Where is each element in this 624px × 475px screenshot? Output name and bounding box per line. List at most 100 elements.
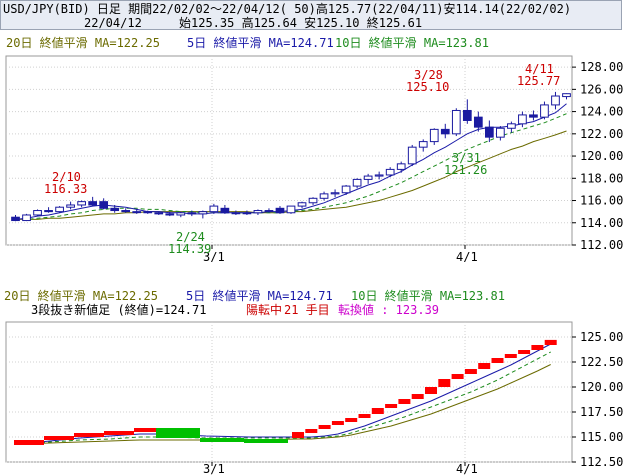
candle-body: [429, 128, 439, 143]
candle-body: [473, 116, 483, 128]
main-ytick-label: 114.00: [580, 216, 623, 230]
annotation-low2-date: 3/31: [452, 151, 481, 165]
candle-body: [264, 210, 274, 213]
candle-body: [308, 197, 318, 204]
annotation-high2-date: 3/28: [414, 68, 443, 82]
chart-header: USD/JPY(BID) 日足 期間22/02/02～22/04/12( 50)…: [0, 0, 622, 30]
annotation-low1-value: 114.39: [168, 242, 211, 256]
candle-body: [507, 123, 516, 129]
main-ytick-label: 118.00: [580, 171, 623, 185]
indicator-label: 3段抜き新値足 (終値)=124.71: [31, 302, 206, 317]
main-plot-frame: [5, 55, 573, 246]
candle-body: [385, 168, 395, 176]
candle-body: [209, 205, 219, 213]
candle-body: [198, 211, 208, 215]
main-ytick-label: 112.00: [580, 238, 623, 252]
candle-body: [55, 206, 64, 213]
sub-ma5-line: [19, 343, 551, 445]
brick-up: [425, 387, 437, 394]
main-ytick-label: 128.00: [580, 60, 623, 74]
candle-body: [418, 141, 428, 148]
candle-body: [176, 212, 186, 216]
candle-body: [496, 127, 505, 138]
main-candlestick-chart[interactable]: 112.00 114.00 116.00 118.00 120.00 122.00 124.…: [0, 0, 624, 262]
sub-ytick-label: 125.00: [580, 330, 623, 344]
main-ytick-label: 124.00: [580, 105, 623, 119]
candle-body: [440, 128, 450, 135]
sub-ytick-label: 120.00: [580, 380, 623, 394]
candle-body: [143, 211, 153, 214]
main-ytick-label: 120.00: [580, 149, 623, 163]
brick-up: [371, 408, 384, 414]
candle-body: [242, 212, 252, 215]
sub-ytick-label: 115.00: [580, 430, 623, 444]
indicator-reversal: 転換値 : 123.39: [338, 302, 439, 317]
sub-plot-area: 112.50 115.00 117.50 120.00 122.50 125.00 3/1 4…: [5, 321, 623, 475]
candle-body: [518, 114, 527, 125]
candle-body: [165, 213, 175, 216]
legend-ma20: 20日 終値平滑 MA=122.25: [6, 35, 160, 50]
candle-body: [132, 211, 142, 214]
brick-up: [345, 418, 358, 422]
brick-up: [74, 433, 104, 437]
brick-up: [531, 345, 544, 350]
sub-ma20-line: [19, 364, 551, 445]
brick-up: [318, 425, 331, 429]
brick-up: [44, 436, 74, 440]
candle-body: [77, 201, 86, 206]
brick-up: [491, 358, 504, 363]
sub-ytick-label: 122.50: [580, 355, 623, 369]
candle-body: [407, 146, 417, 165]
candle-body: [540, 104, 549, 118]
sub-plot-frame: [5, 321, 573, 463]
main-ytick-label: 122.00: [580, 127, 623, 141]
header-ohlc: 始125.35 高125.64 安125.10 終125.61: [179, 16, 423, 30]
annotation-high1-value: 116.33: [44, 182, 87, 196]
candle-body: [220, 207, 230, 214]
sub-ytick-label: 112.50: [580, 455, 623, 469]
candle-body: [330, 192, 340, 195]
annotation-high3-value: 125.77: [517, 74, 560, 88]
candle-body: [562, 93, 571, 98]
brick-up: [438, 379, 451, 387]
candle-body: [297, 202, 307, 207]
annotation-high2-value: 125.10: [406, 80, 449, 94]
candle-body: [11, 216, 20, 222]
brick-up: [292, 432, 304, 438]
candle-body: [341, 185, 351, 194]
candle-body: [529, 114, 538, 118]
indicator-state: 陽転中: [246, 302, 282, 317]
main-ytick-label: 116.00: [580, 194, 623, 208]
brick-down: [200, 438, 244, 442]
sub-legend-ma10: 10日 終値平滑 MA=123.81: [351, 288, 505, 303]
annotation-low1-date: 2/24: [176, 230, 205, 244]
annotation-high1-date: 2/10: [52, 170, 81, 184]
annotation-low2-value: 121.26: [444, 163, 487, 177]
brick-up: [14, 440, 44, 445]
legend-ma5: 5日 終値平滑 MA=124.71: [187, 35, 334, 50]
indicator-count: 21 手目: [284, 303, 330, 317]
brick-up: [451, 374, 464, 379]
brick-up: [104, 431, 134, 435]
candle-body: [462, 109, 472, 121]
candle-body: [66, 204, 75, 208]
sub-legend-ma20: 20日 終値平滑 MA=122.25: [4, 288, 158, 303]
brick-up: [544, 339, 557, 345]
main-xtick-label: 4/1: [456, 250, 478, 262]
candle-body: [286, 205, 296, 214]
candle-body: [99, 201, 109, 209]
brick-up: [504, 354, 517, 358]
header-title: USD/JPY(BID) 日足 期間22/02/02～22/04/12( 50)…: [3, 2, 572, 16]
brick-up: [134, 428, 164, 432]
sub-ma10-line: [19, 351, 551, 445]
brick-up: [411, 394, 424, 399]
brick-up: [385, 404, 398, 408]
candle-body: [88, 201, 98, 206]
brick-up: [478, 363, 491, 369]
brick-down: [156, 428, 200, 438]
brick-up: [518, 350, 531, 354]
brick-up: [305, 429, 318, 433]
candle-body: [363, 175, 373, 180]
candle-body: [187, 212, 197, 215]
candle-body: [396, 163, 406, 170]
